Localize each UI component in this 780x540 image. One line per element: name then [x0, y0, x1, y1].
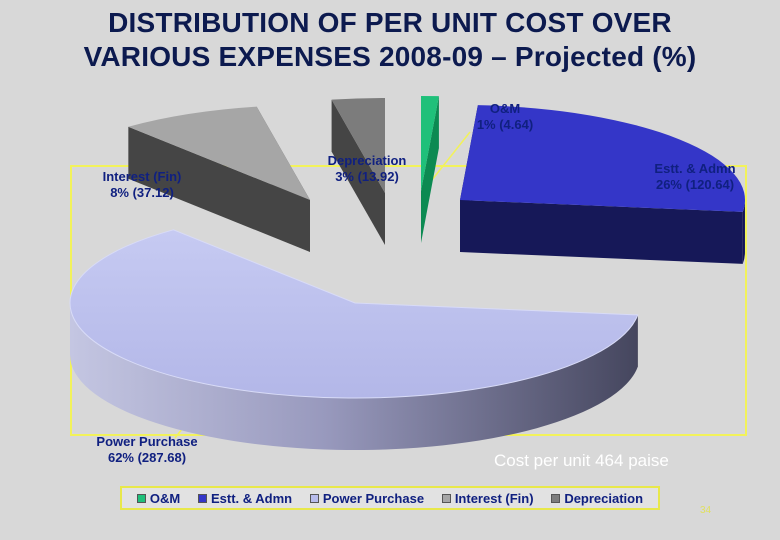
pie-slices — [69, 96, 745, 451]
chart-title-line-2: VARIOUS EXPENSES 2008-09 – Projected (%) — [83, 41, 697, 72]
legend-label-interest: Interest (Fin) — [454, 490, 534, 506]
page-number: 34 — [700, 505, 712, 516]
slice-interest-top — [128, 106, 310, 200]
slice-labels: O&M 1% (4.64) Estt. & Admn 26% (120.64) … — [96, 101, 735, 465]
label-depreciation-value: 3% (13.92) — [335, 169, 399, 184]
legend-label-power: Power Purchase — [322, 490, 425, 506]
legend-swatch-interest — [441, 493, 451, 503]
chart-title-line-1: DISTRIBUTION OF PER UNIT COST OVER — [108, 7, 672, 38]
legend-item-estt: Estt. & Admn — [197, 490, 293, 506]
slice-estt-rim-0 — [742, 200, 745, 264]
label-depreciation-name: Depreciation — [328, 153, 407, 168]
slice-interest — [128, 106, 310, 252]
slice-power-rim-0 — [70, 303, 638, 451]
label-power-value: 62% (287.68) — [108, 450, 186, 465]
slice-estt — [460, 105, 745, 264]
label-interest-value: 8% (37.12) — [110, 185, 174, 200]
legend-item-power: Power Purchase — [309, 490, 425, 506]
slice-om-top — [421, 96, 439, 191]
label-power-name: Power Purchase — [96, 434, 197, 449]
legend-swatch-depreciation — [551, 493, 561, 503]
chart-legend: O&M Estt. & Admn Power Purchase Interest… — [120, 486, 660, 510]
legend-item-depreciation: Depreciation — [551, 491, 643, 506]
legend-swatch-om — [136, 493, 146, 503]
slice-power-top — [69, 229, 639, 399]
slice-om — [421, 96, 439, 243]
slice-power — [69, 229, 639, 451]
legend-swatch-power — [309, 493, 319, 503]
label-interest-name: Interest (Fin) — [103, 169, 182, 184]
legend-label-depreciation: Depreciation — [564, 490, 644, 506]
legend-item-om: O&M — [136, 490, 181, 506]
legend-label-estt: Estt. & Admn — [210, 490, 293, 506]
label-om-value: 1% (4.64) — [477, 117, 533, 132]
slice-depreciation-wall-0 — [331, 99, 385, 245]
legend-label-om: O&M — [149, 490, 181, 506]
label-om-name: O&M — [490, 101, 520, 116]
slice-depreciation — [331, 98, 385, 245]
cost-per-unit-note: Cost per unit 464 paise — [494, 451, 669, 470]
legend-swatch-estt — [197, 493, 207, 503]
slice-depreciation-top — [331, 98, 385, 193]
chart-title: DISTRIBUTION OF PER UNIT COST OVER VARIO… — [0, 6, 780, 74]
slice-estt-top — [460, 105, 745, 212]
label-estt-value: 26% (120.64) — [656, 177, 734, 192]
legend-item-interest: Interest (Fin) — [441, 490, 534, 506]
slice-interest-wall-0 — [128, 126, 310, 252]
label-estt-name: Estt. & Admn — [654, 161, 735, 176]
slice-estt-wall-1 — [460, 200, 743, 264]
slice-om-wall-1 — [421, 96, 439, 243]
